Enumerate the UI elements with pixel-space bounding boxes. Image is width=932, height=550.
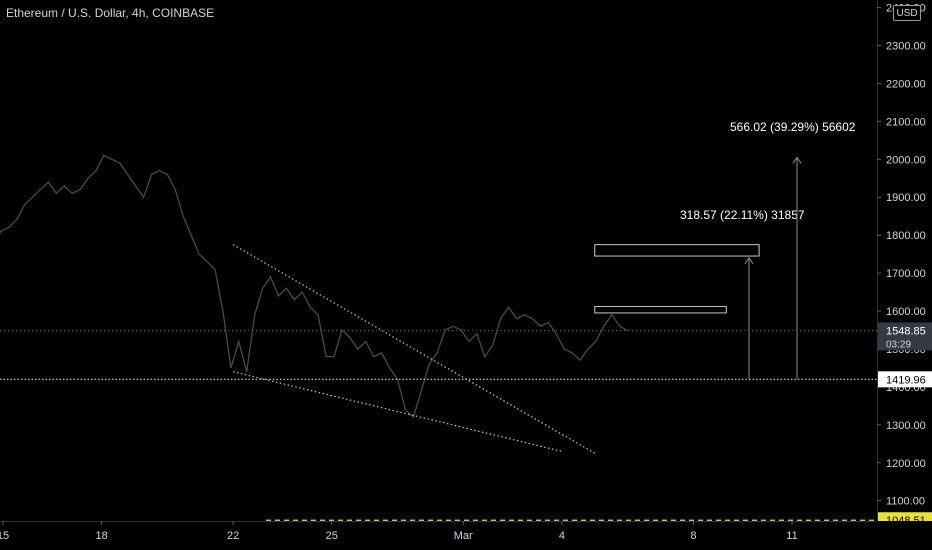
price-tick-label: 2000.00 <box>886 154 926 166</box>
price-tick-label: 1200.00 <box>886 458 926 470</box>
time-tick-label: 18 <box>96 530 108 542</box>
support-level-label: 1419.96 <box>886 374 926 386</box>
time-tick-label: 11 <box>786 530 797 542</box>
time-tick-label: 8 <box>690 530 696 542</box>
target-label: 566.02 (39.29%) 56602 <box>730 120 856 134</box>
target-box <box>594 244 760 257</box>
wedge-upper-line <box>232 244 596 454</box>
time-tick-label: 22 <box>227 530 239 542</box>
price-tick-label: 1100.00 <box>886 496 925 508</box>
target-arrow-head <box>744 257 754 265</box>
price-tick-label: 1700.00 <box>886 268 926 280</box>
price-axis-area <box>877 0 932 550</box>
currency-button[interactable]: USD <box>893 5 921 21</box>
target-label: 318.57 (22.11%) 31857 <box>680 208 805 222</box>
current-price-badge <box>878 322 932 351</box>
wedge-lower-line <box>232 371 563 452</box>
price-tick-label: 1600.00 <box>886 306 926 318</box>
target-arrow-head <box>792 156 802 164</box>
price-tick-label: 2100.00 <box>886 116 926 128</box>
time-tick-label: Mar <box>454 530 473 542</box>
time-tick-label: 25 <box>326 530 338 542</box>
chart-title: Ethereum / U.S. Dollar, 4h, COINBASE <box>6 6 215 20</box>
current-price-label: 1548.85 <box>886 325 926 337</box>
time-tick-label: 4 <box>559 530 565 542</box>
price-tick-label: 1800.00 <box>886 230 926 242</box>
price-tick-label: 1300.00 <box>886 420 926 432</box>
countdown-label: 03:29 <box>886 339 911 350</box>
time-tick-label: 15 <box>0 530 9 542</box>
range-box-small <box>594 305 727 314</box>
price-tick-label: 1900.00 <box>886 192 926 204</box>
time-axis-area <box>0 521 932 550</box>
support-level-badge <box>878 371 932 388</box>
price-tick-label: 2300.00 <box>886 41 926 53</box>
price-tick-label: 2200.00 <box>886 78 926 90</box>
price-line <box>0 154 628 419</box>
